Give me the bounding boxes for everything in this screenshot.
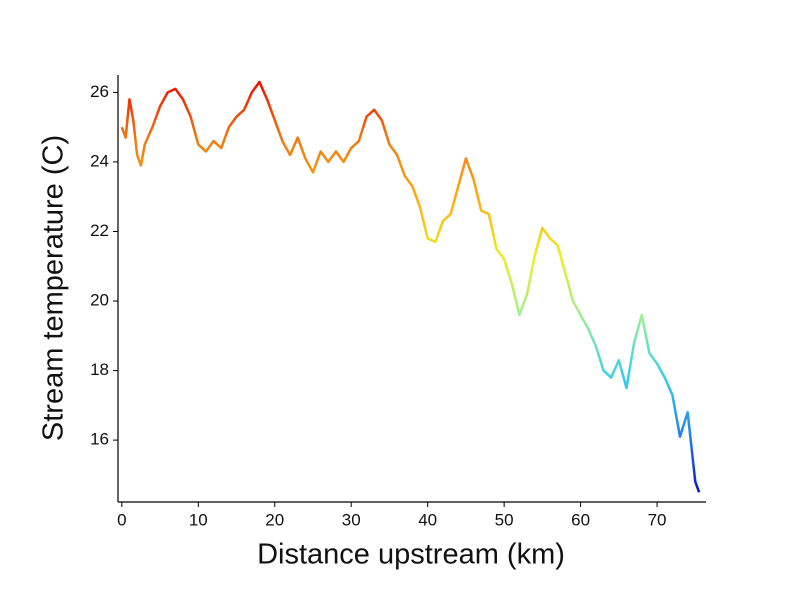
- y-tick-label: 22: [90, 221, 109, 240]
- x-tick-label: 0: [117, 510, 126, 529]
- y-tick-label: 24: [90, 151, 109, 170]
- temperature-line: [120, 80, 701, 493]
- x-tick-label: 50: [495, 510, 514, 529]
- y-tick-label: 18: [90, 360, 109, 379]
- y-tick-label: 20: [90, 291, 109, 310]
- x-tick-label: 10: [189, 510, 208, 529]
- x-tick-label: 40: [418, 510, 437, 529]
- x-tick-label: 20: [265, 510, 284, 529]
- x-tick-label: 60: [571, 510, 590, 529]
- x-tick-label: 30: [342, 510, 361, 529]
- y-axis-label: Stream temperature (C): [38, 135, 70, 441]
- y-tick-label: 26: [90, 82, 109, 101]
- x-tick-label: 70: [648, 510, 667, 529]
- x-axis-label: Distance upstream (km): [257, 539, 565, 571]
- y-tick-label: 16: [90, 430, 109, 449]
